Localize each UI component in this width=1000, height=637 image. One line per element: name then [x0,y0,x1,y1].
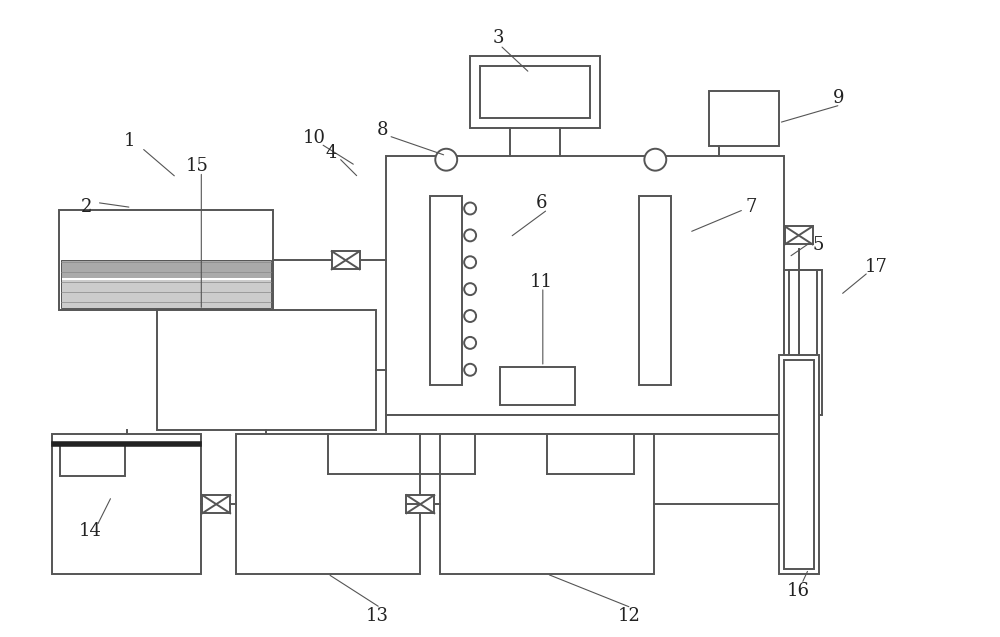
Text: 17: 17 [865,258,888,276]
Bar [236,434,420,574]
Text: 16: 16 [787,582,810,600]
Circle shape [464,256,476,268]
Bar [386,415,784,434]
Bar [639,196,671,385]
Bar [202,495,230,513]
Bar [406,495,434,513]
Bar [785,226,813,245]
Text: 14: 14 [78,522,101,540]
Text: 12: 12 [618,606,641,625]
Bar [386,155,784,415]
Circle shape [435,149,457,171]
Circle shape [464,364,476,376]
Text: 9: 9 [833,89,844,107]
Bar [61,261,271,278]
Bar [784,270,822,415]
Bar [430,196,462,385]
Bar [500,367,575,404]
Bar [52,434,201,574]
Bar [157,310,376,429]
Text: 2: 2 [81,199,92,217]
Text: 1: 1 [124,132,135,150]
Text: 11: 11 [529,273,552,291]
Text: 15: 15 [186,157,209,175]
Text: 8: 8 [377,121,388,139]
Bar [332,251,360,269]
Bar [59,210,273,310]
Bar [709,91,779,146]
Text: 13: 13 [366,606,389,625]
Text: 3: 3 [492,29,504,47]
Bar [779,355,819,574]
Circle shape [464,337,476,349]
Bar [480,66,590,118]
Bar [470,56,600,128]
Circle shape [644,149,666,171]
Text: 5: 5 [813,236,824,254]
Text: 6: 6 [536,194,548,211]
Bar [61,280,271,308]
Bar [60,445,125,476]
Bar [789,270,817,410]
Circle shape [464,283,476,295]
Text: 7: 7 [745,199,757,217]
Text: 4: 4 [325,144,336,162]
Circle shape [464,310,476,322]
Bar [784,360,814,569]
Circle shape [464,203,476,215]
Circle shape [464,229,476,241]
Text: 10: 10 [302,129,325,147]
Bar [61,261,271,308]
Bar [440,434,654,574]
